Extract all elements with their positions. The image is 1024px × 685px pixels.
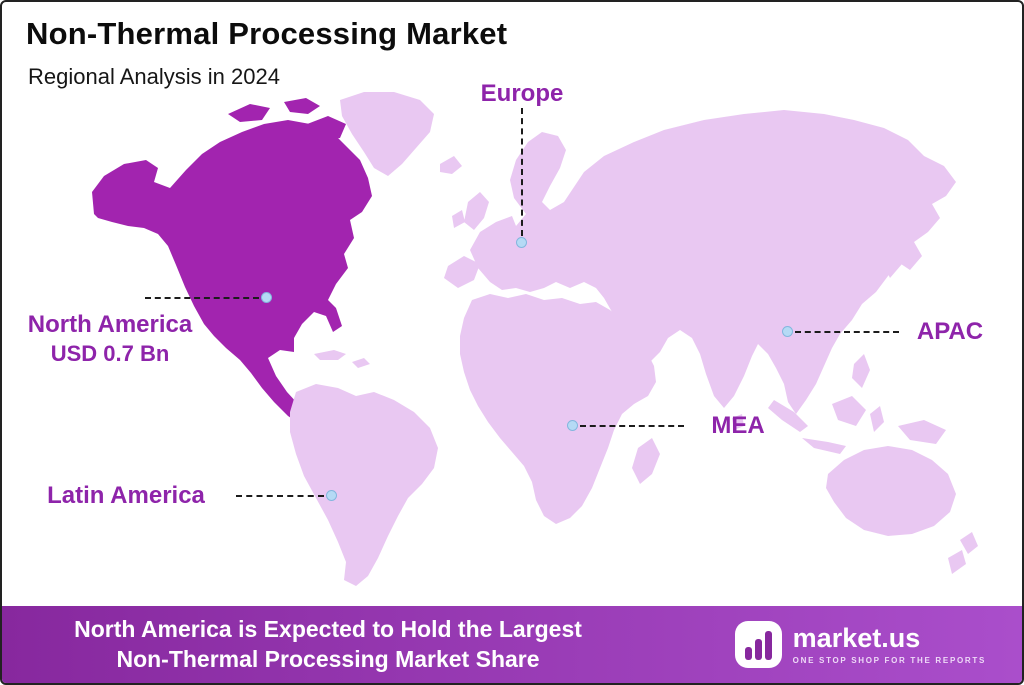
- continent-north-america: [92, 120, 372, 424]
- madagascar: [632, 438, 660, 484]
- brand: market.us ONE STOP SHOP FOR THE REPORTS: [734, 621, 986, 668]
- continent-australia: [826, 446, 956, 536]
- map-marker-latin-america: [326, 490, 337, 501]
- leader-line-latin-america: [236, 495, 324, 497]
- map-marker-mea: [567, 420, 578, 431]
- continent-south-america: [290, 384, 438, 586]
- map-marker-apac: [782, 326, 793, 337]
- continent-eurasia: [470, 110, 956, 414]
- footer-message-line2: Non-Thermal Processing Market Share: [116, 645, 540, 672]
- region-label-apac: APAC: [916, 318, 984, 345]
- continent-africa: [460, 294, 656, 524]
- logo-bar-2: [754, 639, 762, 660]
- british-isles: [452, 192, 489, 230]
- region-label-europe: Europe: [480, 80, 564, 107]
- region-value-north-america: USD 0.7 Bn: [50, 340, 170, 366]
- leader-line-north-america: [145, 297, 259, 299]
- footer-message-line1: North America is Expected to Hold the La…: [74, 615, 582, 642]
- philippines: [852, 354, 870, 388]
- page-title: Non-Thermal Processing Market: [26, 16, 508, 51]
- indonesia: [768, 396, 946, 454]
- leader-line-apac: [795, 331, 899, 333]
- arctic-islands: [228, 98, 346, 140]
- region-label-mea: MEA: [711, 412, 765, 439]
- greenland: [340, 92, 434, 176]
- brand-text: market.us ONE STOP SHOP FOR THE REPORTS: [792, 622, 986, 665]
- logo-bar-1: [744, 647, 752, 660]
- sri-lanka: [732, 414, 744, 430]
- new-zealand: [948, 532, 978, 574]
- iberia: [444, 256, 480, 288]
- region-label-latin-america: Latin America: [47, 482, 205, 509]
- brand-name: market.us: [792, 622, 921, 653]
- logo-bar-3: [764, 631, 772, 660]
- leader-line-mea: [580, 425, 684, 427]
- region-label-north-america-name: North America: [27, 311, 193, 338]
- japan: [883, 230, 912, 278]
- brand-logo-icon: [734, 621, 782, 668]
- map-marker-north-america: [261, 292, 272, 303]
- page-subtitle: Regional Analysis in 2024: [28, 64, 280, 89]
- iceland: [440, 156, 462, 174]
- footer-message: North America is Expected to Hold the La…: [2, 615, 648, 675]
- leader-line-europe: [521, 108, 523, 236]
- caribbean-islands: [314, 350, 370, 368]
- footer-banner: North America is Expected to Hold the La…: [2, 606, 1022, 683]
- region-label-north-america: North America USD 0.7 Bn: [10, 311, 210, 367]
- map-marker-europe: [516, 237, 527, 248]
- brand-tagline: ONE STOP SHOP FOR THE REPORTS: [792, 655, 986, 665]
